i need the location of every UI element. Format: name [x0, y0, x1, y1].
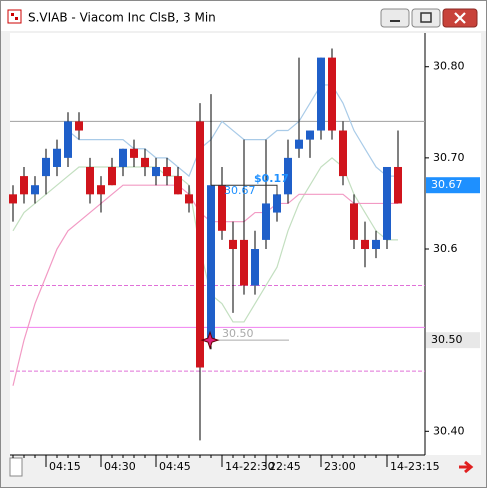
close-icon	[454, 12, 466, 24]
candle-body	[207, 185, 215, 341]
measure-bracket	[211, 184, 278, 196]
annotation: 30.50	[222, 327, 254, 340]
x-tick-label: 04:15	[49, 460, 81, 473]
scroll-right-arrow[interactable]	[459, 460, 474, 474]
annotation: 30.67	[224, 184, 256, 197]
candle-body	[251, 249, 259, 286]
candle-body	[273, 194, 281, 213]
candle-body	[130, 148, 138, 158]
price-marker-label: 30.50	[431, 333, 463, 346]
candle-body	[218, 185, 226, 231]
candle-body	[119, 148, 127, 167]
minimize-button[interactable]	[380, 8, 410, 28]
candle-body	[361, 239, 369, 250]
x-tick-label: 14-22:30	[225, 460, 275, 473]
price-marker-box	[426, 332, 480, 349]
candle-body	[240, 239, 248, 286]
candle-body	[328, 57, 336, 131]
candle-body	[141, 157, 149, 167]
candle-body	[174, 176, 182, 195]
candle-body	[163, 166, 171, 177]
candle-body	[75, 121, 83, 131]
price-axis	[425, 33, 481, 455]
candle-body	[317, 57, 325, 131]
x-tick-label: 04:30	[104, 460, 136, 473]
plot-area	[10, 33, 425, 455]
candle-body	[350, 203, 358, 240]
app-icon-dot	[11, 13, 14, 16]
y-tick-label: 30.40	[433, 424, 465, 437]
candle-body	[31, 185, 39, 195]
candle-body	[306, 130, 314, 140]
candle-body	[383, 166, 391, 240]
price-marker-label: 30.67	[431, 178, 463, 191]
candle-body	[262, 203, 270, 240]
annotation: $0.17	[254, 172, 289, 185]
app-icon	[7, 9, 22, 24]
candle-body	[64, 121, 72, 158]
candle-body	[86, 166, 94, 195]
app-icon-dot	[15, 17, 18, 20]
x-tick-label: 22:45	[269, 460, 301, 473]
candle-body	[196, 121, 204, 368]
overlay-line	[67, 84, 398, 178]
y-tick-label: 30.70	[433, 151, 465, 164]
candle-body	[108, 166, 116, 186]
candle-body	[372, 239, 380, 250]
candle-body	[284, 157, 292, 195]
candle-body	[229, 239, 237, 250]
candle-body	[185, 194, 193, 204]
overlay-line	[12, 157, 398, 323]
candle-body	[295, 139, 303, 149]
y-tick-label: 30.80	[433, 60, 465, 73]
maximize-icon	[420, 12, 432, 23]
scroll-box[interactable]	[9, 457, 23, 477]
y-tick-label: 30.6	[433, 242, 458, 255]
marker-star	[200, 330, 220, 350]
candle-body	[152, 166, 160, 177]
x-tick-label: 23:00	[324, 460, 356, 473]
candle-body	[339, 130, 347, 177]
x-tick-label: 14-23:15	[390, 460, 440, 473]
candle-body	[42, 157, 50, 177]
candle-body	[394, 166, 402, 204]
maximize-button[interactable]	[411, 8, 441, 28]
candle-body	[97, 185, 105, 195]
candle-body	[9, 194, 17, 204]
price-marker-box	[426, 177, 480, 194]
overlay-line	[12, 184, 398, 386]
x-tick-label: 04:45	[159, 460, 191, 473]
candle-body	[53, 148, 61, 167]
candle-body	[20, 176, 28, 195]
window-title: S.VIAB - Viacom Inc ClsB, 3 Min	[28, 11, 216, 25]
